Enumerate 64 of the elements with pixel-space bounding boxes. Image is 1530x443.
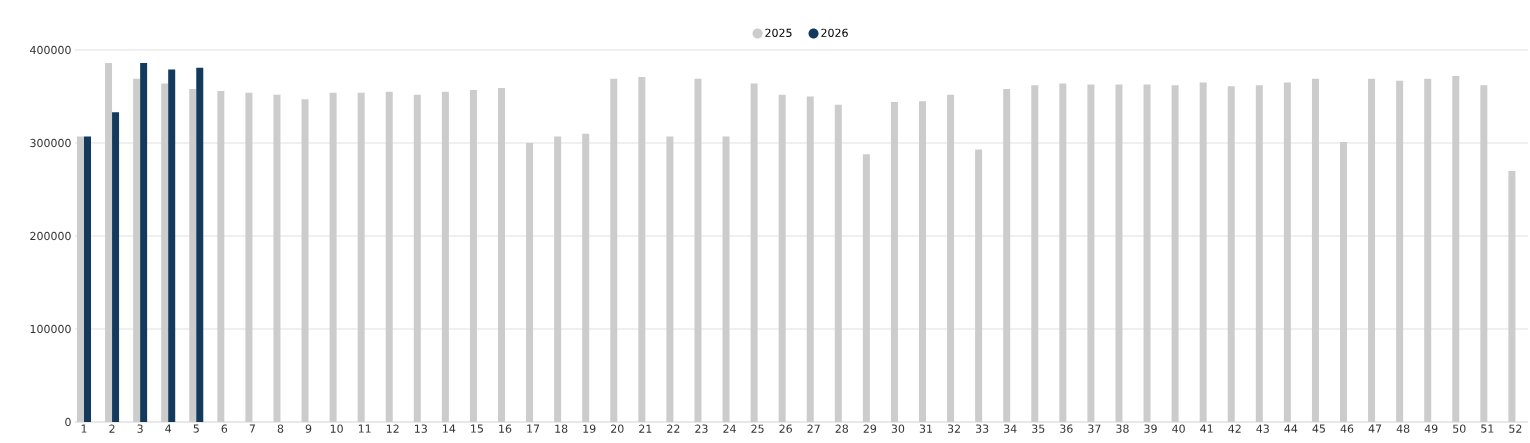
x-tick-label: 43 <box>1256 424 1269 433</box>
x-tick-label: 15 <box>471 424 483 433</box>
legend-label: 2025 <box>765 28 792 38</box>
x-tick-label: 13 <box>415 424 427 433</box>
x-tick-label: 41 <box>1200 424 1213 433</box>
x-tick-label: 22 <box>667 424 680 433</box>
x-tick-label: 8 <box>277 424 284 433</box>
x-tick-label: 5 <box>193 424 199 433</box>
x-tick-label: 27 <box>807 424 820 433</box>
x-tick-label: 47 <box>1368 424 1382 433</box>
x-tick-label: 3 <box>137 424 143 433</box>
x-tick-label: 36 <box>1060 424 1073 433</box>
x-tick-label: 32 <box>947 424 960 433</box>
x-tick-label: 2 <box>109 424 115 433</box>
x-tick-label: 9 <box>305 424 312 433</box>
bar <box>196 67 204 422</box>
x-tick-label: 46 <box>1340 424 1354 433</box>
y-tick-label: 300000 <box>30 138 71 148</box>
x-tick-label: 49 <box>1424 424 1438 433</box>
x-tick-label: 29 <box>863 424 877 433</box>
x-tick-label: 7 <box>249 424 255 433</box>
x-tick-label: 33 <box>975 424 989 433</box>
x-tick-label: 42 <box>1228 424 1241 433</box>
x-tick-label: 39 <box>1144 424 1157 433</box>
x-tick-label: 17 <box>527 424 540 433</box>
x-tick-label: 4 <box>165 424 172 433</box>
x-tick-label: 25 <box>751 424 764 433</box>
x-tick-label: 10 <box>330 424 343 433</box>
x-tick-label: 28 <box>835 424 849 433</box>
y-tick-label: 400000 <box>30 45 71 55</box>
y-tick-label: 200000 <box>30 231 71 241</box>
x-tick-label: 26 <box>779 424 792 433</box>
x-tick-label: 40 <box>1172 424 1185 433</box>
x-tick-label: 44 <box>1284 424 1298 433</box>
x-tick-label: 52 <box>1509 424 1522 433</box>
x-tick-label: 20 <box>611 424 624 433</box>
x-tick-label: 23 <box>695 424 708 433</box>
x-tick-label: 12 <box>386 424 399 433</box>
x-tick-label: 16 <box>499 424 512 433</box>
x-tick-label: 19 <box>583 424 596 433</box>
bar <box>168 69 176 422</box>
x-tick-label: 37 <box>1088 424 1101 433</box>
x-tick-label: 48 <box>1396 424 1410 433</box>
x-tick-label: 35 <box>1032 424 1045 433</box>
x-tick-label: 31 <box>919 424 932 433</box>
bar <box>140 63 148 422</box>
x-tick-label: 30 <box>891 424 905 433</box>
x-tick-label: 34 <box>1004 424 1017 433</box>
x-tick-label: 45 <box>1312 424 1325 433</box>
x-tick-label: 38 <box>1116 424 1129 433</box>
bar <box>112 112 120 422</box>
bar <box>84 136 91 422</box>
y-tick-label: 100000 <box>30 324 71 334</box>
x-tick-label: 11 <box>358 424 371 433</box>
x-tick-label: 21 <box>639 424 652 433</box>
x-tick-label: 18 <box>555 424 568 433</box>
y-tick-label: 0 <box>65 417 71 427</box>
x-tick-label: 6 <box>221 424 228 433</box>
legend-label: 2026 <box>821 28 848 38</box>
x-tick-label: 14 <box>443 424 456 433</box>
x-tick-label: 51 <box>1481 424 1494 433</box>
x-tick-label: 24 <box>723 424 736 433</box>
x-tick-label: 50 <box>1453 424 1466 433</box>
x-tick-label: 1 <box>81 424 87 433</box>
